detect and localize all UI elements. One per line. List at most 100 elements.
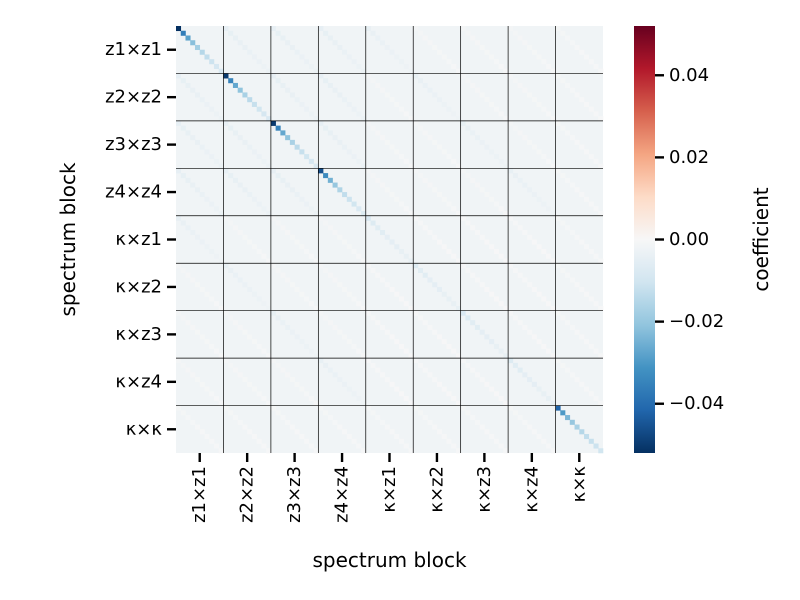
heatmap-cell <box>493 248 499 255</box>
heatmap-cell <box>247 381 253 387</box>
heatmap-cell <box>213 348 219 354</box>
heatmap-cell <box>218 163 224 169</box>
heatmap-cell <box>342 334 348 340</box>
heatmap-cell <box>541 201 547 207</box>
colorbar-tick-label: −0.02 <box>669 311 724 332</box>
heatmap-cell <box>560 173 566 179</box>
heatmap-cell <box>579 239 585 245</box>
heatmap-cell <box>232 320 238 326</box>
heatmap-cell <box>228 362 234 368</box>
heatmap-cell <box>417 125 424 131</box>
heatmap-cell <box>270 120 276 126</box>
heatmap-cell <box>403 396 409 402</box>
heatmap-cell <box>176 168 182 174</box>
heatmap-cell <box>356 158 362 164</box>
heatmap-cell <box>389 144 395 150</box>
heatmap-cell <box>176 215 182 221</box>
heatmap-cell <box>565 35 571 41</box>
heatmap-cell <box>455 211 461 217</box>
heatmap-cell <box>251 291 257 297</box>
heatmap-cell <box>361 163 367 169</box>
heatmap-cell <box>432 187 438 193</box>
heatmap-cell <box>432 424 438 430</box>
heatmap-cell <box>560 362 566 368</box>
heatmap-cell <box>180 173 186 179</box>
heatmap-cell <box>299 54 305 60</box>
heatmap-cell <box>503 211 509 217</box>
heatmap-cell <box>209 343 215 349</box>
heatmap-cell <box>598 68 604 74</box>
heatmap-cell <box>270 405 276 411</box>
heatmap-cell <box>498 443 504 449</box>
heatmap-cell <box>593 348 599 354</box>
heatmap-cell <box>451 206 457 212</box>
heatmap-cell <box>588 201 594 207</box>
heatmap-cell <box>479 282 485 288</box>
heatmap-cell <box>508 168 514 174</box>
heatmap-cell <box>294 239 300 245</box>
heatmap-cell <box>413 405 419 411</box>
heatmap-cell <box>251 244 257 250</box>
heatmap-cell <box>256 201 262 207</box>
heatmap-cell <box>180 125 186 131</box>
heatmap-cell <box>356 348 362 354</box>
heatmap-cell <box>209 248 215 255</box>
heatmap-cell <box>228 173 234 179</box>
heatmap-cell <box>285 372 291 378</box>
heatmap-cell <box>223 120 229 126</box>
heatmap-cell <box>228 410 234 416</box>
heatmap-cell <box>455 258 461 264</box>
heatmap-cell <box>199 239 205 245</box>
heatmap-cell <box>361 116 367 122</box>
heatmap-cell <box>232 367 238 373</box>
heatmap-cell <box>403 253 409 259</box>
heatmap-cell <box>251 54 257 60</box>
heatmap-cell <box>389 286 395 292</box>
heatmap-cell <box>470 415 476 421</box>
heatmap-cell <box>432 234 438 240</box>
heatmap-cell <box>242 187 248 193</box>
heatmap-cell <box>289 44 295 51</box>
heatmap-cell <box>527 282 533 288</box>
heatmap-cell <box>413 215 419 221</box>
heatmap-cell <box>565 225 571 231</box>
heatmap-cell <box>527 92 533 98</box>
heatmap-cell <box>261 63 267 69</box>
heatmap-cell <box>384 92 390 98</box>
heatmap-cell <box>375 320 381 326</box>
heatmap-cell <box>327 35 333 41</box>
heatmap-cell <box>237 324 243 330</box>
heatmap-cell <box>489 54 495 60</box>
heatmap-cell <box>489 386 495 392</box>
heatmap-cell <box>185 320 191 326</box>
heatmap-cell <box>555 263 561 269</box>
heatmap-cell <box>351 201 357 207</box>
heatmap-cell <box>289 424 295 430</box>
heatmap-cell <box>432 377 438 383</box>
heatmap-cell <box>351 296 357 302</box>
heatmap-cell <box>318 120 324 126</box>
heatmap-cell <box>508 263 514 269</box>
heatmap-cell <box>318 168 324 174</box>
heatmap-cell <box>389 334 395 340</box>
heatmap-cell <box>517 82 523 88</box>
heatmap-cell <box>517 130 523 136</box>
heatmap-cell <box>427 277 433 283</box>
heatmap-cell <box>531 429 537 435</box>
heatmap-cell <box>223 310 229 316</box>
heatmap-cell <box>565 130 571 136</box>
heatmap-cell <box>531 334 537 340</box>
y-tick-label: z3×z3 <box>105 134 162 155</box>
heatmap-cell <box>398 438 405 444</box>
heatmap-cell <box>408 448 414 454</box>
heatmap-cell <box>455 116 461 122</box>
heatmap-cell <box>479 44 485 51</box>
heatmap-cell <box>351 248 357 255</box>
heatmap-cell <box>384 282 390 288</box>
heatmap-cell <box>346 291 352 297</box>
heatmap-cell <box>223 405 229 411</box>
heatmap-cell <box>498 63 504 69</box>
x-tick-label: κ×z1 <box>379 466 400 513</box>
heatmap-cell <box>218 400 224 406</box>
heatmap-cell <box>465 220 471 226</box>
